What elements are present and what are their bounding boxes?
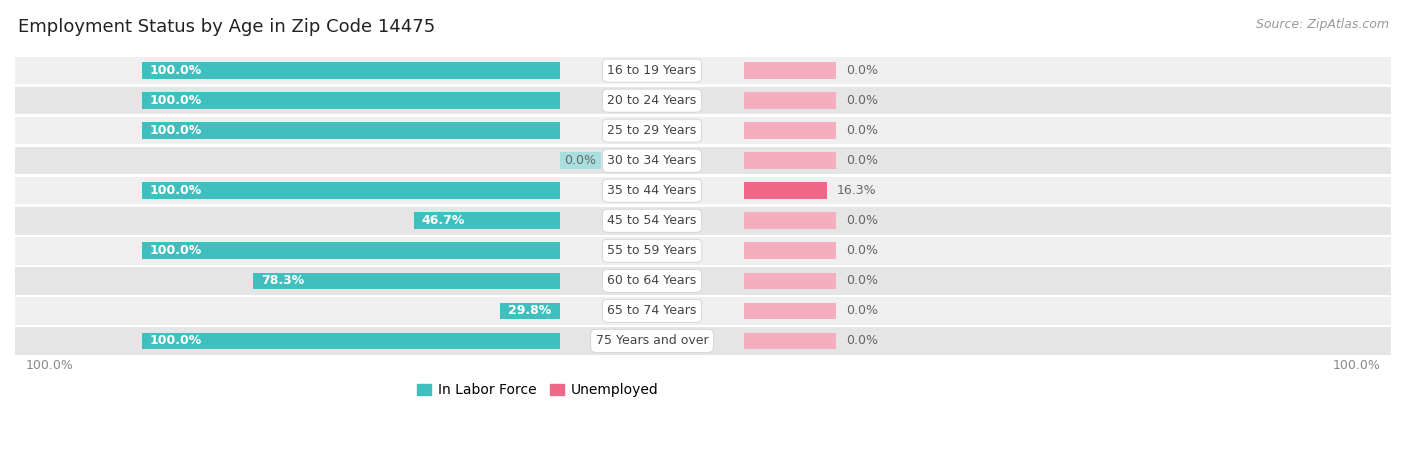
Text: 0.0%: 0.0% xyxy=(845,124,877,137)
Bar xyxy=(15,117,1391,144)
Text: 0.0%: 0.0% xyxy=(845,304,877,318)
Text: 20 to 24 Years: 20 to 24 Years xyxy=(607,94,696,107)
Bar xyxy=(744,183,827,199)
Bar xyxy=(253,272,561,289)
Bar xyxy=(15,57,1391,84)
Text: 100.0%: 100.0% xyxy=(150,244,202,257)
Bar xyxy=(744,212,835,229)
Bar xyxy=(15,147,1391,175)
Text: 78.3%: 78.3% xyxy=(260,274,304,287)
Text: 0.0%: 0.0% xyxy=(845,274,877,287)
Text: 0.0%: 0.0% xyxy=(845,154,877,167)
Bar xyxy=(744,272,835,289)
Text: 0.0%: 0.0% xyxy=(845,334,877,347)
Text: 75 Years and over: 75 Years and over xyxy=(596,334,709,347)
Bar xyxy=(744,122,835,139)
Bar xyxy=(142,332,561,349)
Text: 100.0%: 100.0% xyxy=(1333,359,1381,373)
Bar xyxy=(142,92,561,109)
Bar xyxy=(15,267,1391,295)
Bar xyxy=(744,62,835,79)
Text: 30 to 34 Years: 30 to 34 Years xyxy=(607,154,696,167)
Text: 29.8%: 29.8% xyxy=(508,304,551,318)
Bar xyxy=(142,122,561,139)
Text: 0.0%: 0.0% xyxy=(845,94,877,107)
Text: 0.0%: 0.0% xyxy=(845,64,877,77)
Bar xyxy=(142,183,561,199)
Text: 55 to 59 Years: 55 to 59 Years xyxy=(607,244,697,257)
Text: 25 to 29 Years: 25 to 29 Years xyxy=(607,124,696,137)
Bar xyxy=(744,332,835,349)
Bar xyxy=(142,243,561,259)
Text: 0.0%: 0.0% xyxy=(845,244,877,257)
Text: 100.0%: 100.0% xyxy=(25,359,73,373)
Bar xyxy=(15,177,1391,204)
Bar xyxy=(15,327,1391,354)
Bar xyxy=(744,303,835,319)
Bar xyxy=(15,87,1391,115)
Text: 16.3%: 16.3% xyxy=(837,184,877,197)
Bar xyxy=(142,62,561,79)
Legend: In Labor Force, Unemployed: In Labor Force, Unemployed xyxy=(412,378,665,403)
Text: 16 to 19 Years: 16 to 19 Years xyxy=(607,64,696,77)
Text: 100.0%: 100.0% xyxy=(150,184,202,197)
Bar xyxy=(501,303,561,319)
Text: 65 to 74 Years: 65 to 74 Years xyxy=(607,304,697,318)
Bar xyxy=(744,92,835,109)
Text: 60 to 64 Years: 60 to 64 Years xyxy=(607,274,696,287)
Text: 35 to 44 Years: 35 to 44 Years xyxy=(607,184,696,197)
Text: 100.0%: 100.0% xyxy=(150,124,202,137)
Text: 45 to 54 Years: 45 to 54 Years xyxy=(607,214,697,227)
Text: 0.0%: 0.0% xyxy=(564,154,596,167)
Bar xyxy=(15,207,1391,235)
Text: 46.7%: 46.7% xyxy=(422,214,465,227)
Text: Employment Status by Age in Zip Code 14475: Employment Status by Age in Zip Code 144… xyxy=(18,18,436,36)
Bar xyxy=(413,212,561,229)
Text: 0.0%: 0.0% xyxy=(845,214,877,227)
Bar xyxy=(744,243,835,259)
Bar xyxy=(744,152,835,169)
Bar xyxy=(561,152,602,169)
Bar xyxy=(15,297,1391,325)
Bar xyxy=(15,237,1391,265)
Text: 100.0%: 100.0% xyxy=(150,94,202,107)
Text: 100.0%: 100.0% xyxy=(150,334,202,347)
Text: 100.0%: 100.0% xyxy=(150,64,202,77)
Text: Source: ZipAtlas.com: Source: ZipAtlas.com xyxy=(1256,18,1389,31)
